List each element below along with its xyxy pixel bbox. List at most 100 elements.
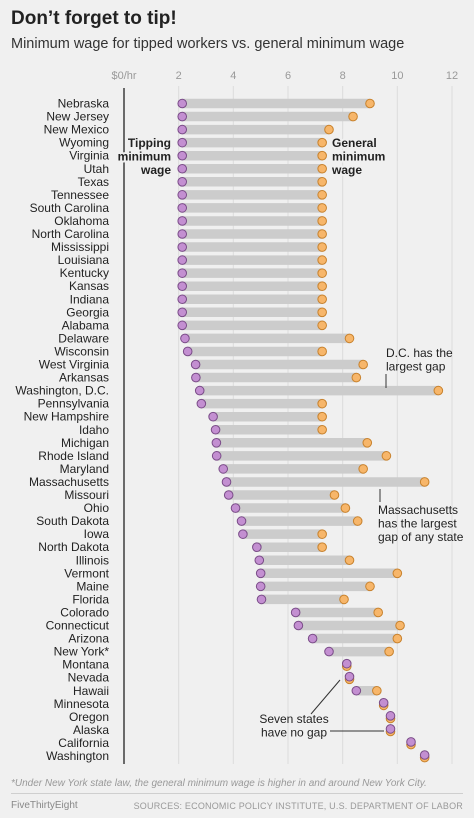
- tipped-wage-dot: [307, 633, 318, 644]
- state-label: Texas: [78, 175, 109, 189]
- state-label: Florida: [72, 592, 109, 606]
- state-label: Missouri: [64, 488, 109, 502]
- state-label: Maine: [76, 579, 109, 593]
- state-label: Mississippi: [51, 240, 109, 254]
- general-wage-dot: [317, 346, 327, 357]
- tipped-wage-dot: [196, 398, 207, 409]
- no-gap-leader-line: [310, 679, 341, 715]
- state-label: Hawaii: [73, 684, 109, 698]
- tipped-wage-dot: [180, 333, 190, 344]
- tipped-wage-dot: [255, 568, 266, 579]
- state-label: Ohio: [84, 501, 110, 515]
- tipped-wage-annotation-line: minimum: [118, 150, 171, 164]
- state-label: Minnesota: [54, 697, 110, 711]
- general-wage-dot: [351, 372, 362, 383]
- no-gap-annotation-line: Seven states: [259, 712, 328, 726]
- state-label: Wisconsin: [54, 344, 109, 358]
- state-label: North Dakota: [38, 540, 109, 554]
- state-label: Louisiana: [58, 253, 110, 267]
- massachusetts-annotation: Massachusetts has the largest gap of any s…: [378, 503, 464, 544]
- general-wage-dot: [392, 568, 403, 579]
- state-label: Tennessee: [51, 188, 109, 202]
- tipped-wage-dot: [351, 685, 362, 696]
- tipped-wage-dot: [255, 581, 266, 592]
- general-wage-dot: [344, 333, 355, 344]
- general-wage-dot: [317, 255, 327, 265]
- state-label: California: [58, 736, 109, 750]
- tipped-wage-annotation-line: wage: [140, 163, 171, 177]
- chart-title: Don’t forget to tip!: [11, 8, 177, 29]
- state-label: South Dakota: [36, 514, 109, 528]
- state-label: Washington: [46, 749, 109, 763]
- tipped-wage-annotation-line: Tipping: [128, 136, 171, 150]
- state-label: Nevada: [68, 671, 110, 685]
- general-wage-dot: [317, 294, 327, 305]
- general-wage-dot: [433, 385, 444, 396]
- state-label: Idaho: [79, 423, 109, 437]
- massachusetts-annotation-line: gap of any state: [378, 530, 464, 544]
- state-label: Connecticut: [46, 619, 110, 633]
- tipped-wage-dot: [293, 620, 304, 631]
- tipped-wage-dot: [406, 737, 416, 747]
- general-wage-dot: [362, 438, 373, 448]
- tipped-wage-dot: [177, 268, 188, 278]
- state-label: Oklahoma: [54, 214, 109, 228]
- state-label: Georgia: [66, 305, 109, 319]
- no-gap-annotation-line: have no gap: [261, 726, 327, 740]
- x-tick-label: 12: [446, 70, 458, 82]
- state-label: Illinois: [76, 553, 109, 567]
- tipped-wage-dot: [378, 698, 389, 708]
- tipped-wage-dot: [177, 320, 188, 331]
- footer-divider: [11, 793, 463, 794]
- footnote: *Under New York state law, the general m…: [11, 778, 427, 789]
- state-label: Arizona: [68, 632, 109, 646]
- tipped-wage-dot: [177, 294, 188, 305]
- general-wage-dot: [317, 268, 327, 278]
- tipped-wage-dot: [177, 98, 188, 109]
- general-wage-dot: [317, 216, 327, 226]
- brand-credit: FiveThirtyEight: [11, 800, 78, 811]
- tipped-wage-dot: [254, 555, 265, 566]
- x-tick-label: 10: [391, 70, 403, 82]
- state-label: Washington, D.C.: [15, 384, 109, 398]
- tipped-wage-dot: [190, 359, 201, 370]
- state-label: Oregon: [69, 710, 109, 724]
- tipped-wage-dot: [177, 242, 188, 252]
- general-wage-dot: [317, 398, 327, 409]
- general-wage-dot: [317, 424, 327, 435]
- general-wage-annotation-line: minimum: [332, 150, 385, 164]
- tipped-wage-dot: [177, 150, 188, 161]
- general-wage-dot: [317, 542, 327, 553]
- tipped-wage-dot: [194, 385, 205, 396]
- chart-subtitle: Minimum wage for tipped workers vs. gene…: [11, 36, 405, 52]
- general-wage-dot: [317, 177, 327, 187]
- state-label: Iowa: [84, 527, 110, 541]
- tipped-wage-dot: [177, 281, 188, 292]
- state-label: Utah: [84, 162, 109, 176]
- tipped-wage-dot: [256, 594, 267, 605]
- general-wage-dot: [419, 477, 430, 487]
- tipped-wage-dot: [177, 307, 188, 318]
- state-label: Kansas: [69, 279, 109, 293]
- state-label: Nebraska: [58, 97, 110, 111]
- general-wage-dot: [317, 137, 327, 148]
- general-wage-dot: [329, 490, 340, 500]
- dc-annotation-line: D.C. has the: [386, 346, 453, 360]
- tipped-wage-dot: [324, 646, 334, 657]
- state-label: New Mexico: [44, 123, 110, 137]
- x-tick-label: 4: [230, 70, 236, 82]
- general-wage-dot: [317, 150, 327, 161]
- general-wage-dot: [358, 359, 368, 370]
- tipped-wage-dot: [208, 411, 218, 422]
- general-wage-annotation-line: General: [332, 136, 377, 150]
- tipped-wage-annotation: Tipping minimum wage: [118, 136, 172, 177]
- tipped-wage-dot: [182, 346, 193, 357]
- tipped-wage-dot: [177, 163, 188, 174]
- general-wage-annotation-line: wage: [331, 163, 362, 177]
- general-wage-dot: [340, 503, 351, 513]
- state-label: Delaware: [58, 331, 109, 345]
- tipped-wage-dot: [177, 216, 188, 226]
- tipped-wage-dot: [252, 542, 262, 553]
- general-wage-dot: [324, 124, 334, 135]
